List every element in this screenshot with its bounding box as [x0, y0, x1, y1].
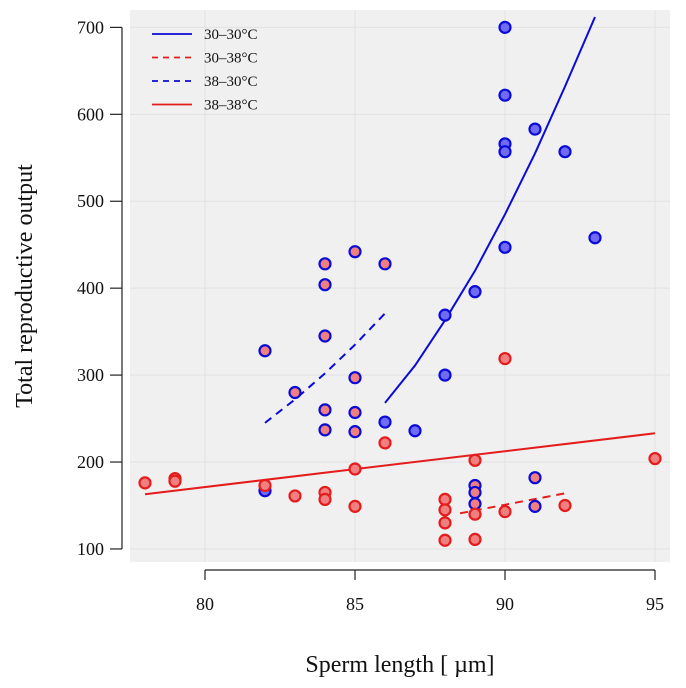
data-point [318, 403, 332, 417]
grid-lines [130, 10, 670, 562]
fit-lines [144, 16, 656, 515]
data-point [318, 257, 332, 271]
y-tick-label: 200 [77, 452, 104, 472]
axes: 100 200 300 400 500 600 700 80 85 90 95 [77, 17, 664, 614]
data-point [168, 474, 182, 488]
y-tick-label: 400 [77, 278, 104, 298]
y-tick-label: 100 [77, 539, 104, 559]
data-point [348, 462, 362, 476]
x-tick-label: 95 [646, 594, 664, 614]
data-point [348, 405, 362, 420]
data-point [288, 489, 302, 503]
data-point [498, 20, 512, 34]
x-tick-label: 80 [196, 594, 214, 614]
legend-label: 38–30°C [204, 74, 258, 90]
data-point [648, 451, 662, 466]
data-point [468, 485, 482, 500]
y-tick-label: 600 [77, 104, 104, 124]
legend-label: 30–38°C [204, 51, 258, 67]
data-point [138, 476, 152, 490]
data-point [348, 371, 362, 385]
data-point [318, 423, 332, 437]
data-point [498, 240, 512, 254]
data-point [378, 257, 392, 271]
plot-panel [130, 10, 670, 562]
fit-line [264, 312, 386, 424]
data-point [528, 471, 542, 485]
data-point [468, 285, 482, 299]
y-axis-title: Total reproductive output [12, 164, 38, 408]
data-point [498, 504, 512, 519]
data-point [528, 499, 542, 513]
data-point [348, 245, 362, 259]
y-tick-label: 300 [77, 365, 104, 385]
y-tick-label: 700 [77, 17, 104, 37]
fit-line [144, 432, 656, 496]
data-point [558, 498, 572, 513]
data-point [378, 436, 392, 450]
data-point [318, 492, 332, 507]
x-axis-title: Sperm length [ µm] [305, 652, 494, 678]
x-tick-label: 85 [346, 594, 364, 614]
x-tick-label: 90 [496, 594, 514, 614]
data-point [438, 503, 452, 517]
data-point [348, 499, 362, 513]
data-point [558, 145, 572, 159]
data-points [138, 20, 662, 547]
legend-label: 38–38°C [204, 98, 258, 114]
data-point [468, 507, 482, 521]
data-point [498, 351, 512, 366]
data-point [588, 231, 602, 245]
fit-line [384, 16, 596, 404]
legend: 30–30°C 30–38°C 38–30°C 38–38°C [152, 27, 258, 114]
data-point [318, 329, 332, 343]
data-point [468, 532, 482, 546]
data-point [498, 145, 512, 159]
data-point [528, 122, 542, 136]
data-point [498, 88, 512, 102]
data-point [288, 385, 302, 400]
data-point [438, 308, 452, 322]
data-point [468, 453, 482, 467]
data-point [438, 516, 452, 530]
data-point [348, 425, 362, 439]
data-point [438, 368, 452, 382]
y-tick-label: 500 [77, 191, 104, 211]
data-point [378, 415, 392, 429]
data-point [258, 344, 272, 358]
data-point [258, 478, 272, 493]
data-point [438, 533, 452, 547]
data-point [408, 424, 422, 438]
data-point [318, 278, 332, 292]
legend-label: 30–30°C [204, 27, 258, 43]
